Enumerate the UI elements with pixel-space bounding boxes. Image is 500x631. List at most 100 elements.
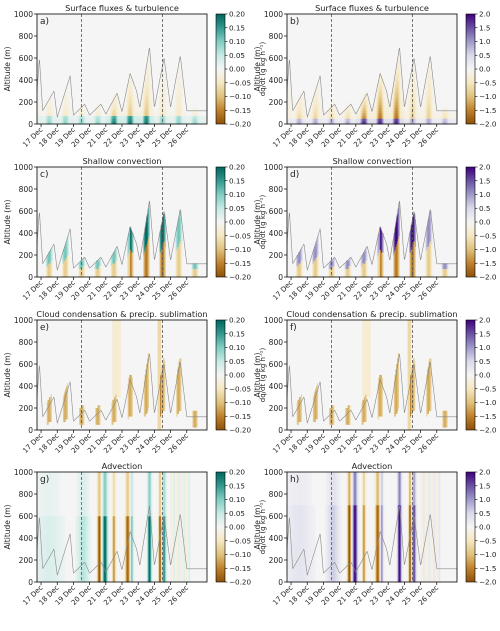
heatmap-cell xyxy=(322,121,324,125)
heatmap-cell xyxy=(144,271,146,275)
heatmap-cell xyxy=(370,115,372,119)
heatmap-cell xyxy=(375,96,377,100)
heatmap-cell xyxy=(177,80,179,84)
heatmap-cell xyxy=(440,118,442,122)
heatmap-cell xyxy=(412,71,414,75)
heatmap-cell xyxy=(73,121,75,125)
heatmap-cell xyxy=(132,244,134,248)
heatmap-cell xyxy=(383,102,385,106)
heatmap-cell xyxy=(144,249,146,253)
heatmap-cell xyxy=(160,107,162,111)
heatmap-cell xyxy=(114,107,116,111)
heatmap-cell xyxy=(291,102,293,106)
heatmap-cell xyxy=(180,222,182,226)
heatmap-cell xyxy=(128,255,130,259)
heatmap-cell xyxy=(66,241,68,245)
heatmap-cell xyxy=(78,118,80,122)
heatmap-cell xyxy=(49,266,52,270)
heatmap-cell xyxy=(305,113,307,117)
heatmap-cell xyxy=(61,110,63,114)
heatmap-cell xyxy=(130,255,132,259)
heatmap-cell xyxy=(178,263,180,267)
heatmap-cell xyxy=(50,110,52,114)
heatmap-cell xyxy=(64,99,66,103)
heatmap-cell xyxy=(177,219,179,223)
heatmap-cell xyxy=(64,252,66,256)
heatmap-cell xyxy=(317,91,319,95)
heatmap-cell xyxy=(130,263,133,267)
heatmap-cell xyxy=(350,113,353,117)
heatmap-cell xyxy=(129,271,131,275)
heatmap-cell xyxy=(301,107,303,111)
heatmap-cell xyxy=(83,121,86,125)
heatmap-cell xyxy=(52,121,54,125)
heatmap-cell xyxy=(109,107,111,111)
heatmap-cell xyxy=(134,115,136,119)
heatmap-cell xyxy=(433,96,435,100)
heatmap-cell xyxy=(159,85,161,89)
heatmap-cell xyxy=(290,104,292,108)
heatmap-cell xyxy=(72,118,74,122)
heatmap-cell xyxy=(179,222,181,226)
heatmap-cell xyxy=(102,115,104,119)
heatmap-cell xyxy=(147,274,149,278)
heatmap-cell xyxy=(66,252,68,256)
heatmap-cell xyxy=(193,110,195,114)
heatmap-cell xyxy=(429,88,431,92)
heatmap-cell xyxy=(433,115,435,119)
heatmap-cell xyxy=(361,102,363,106)
heatmap-cell xyxy=(418,107,420,111)
heatmap-cell xyxy=(168,118,171,122)
heatmap-cell xyxy=(422,115,424,119)
heatmap-cell xyxy=(80,115,82,119)
heatmap-cell xyxy=(299,93,301,97)
heatmap-cell xyxy=(331,110,333,114)
heatmap-cell xyxy=(380,99,382,103)
heatmap-cell xyxy=(180,113,182,117)
heatmap-cell xyxy=(130,249,133,253)
heatmap-cell xyxy=(143,80,145,84)
heatmap-cell xyxy=(319,88,321,92)
heatmap-cell xyxy=(366,107,368,111)
heatmap-cell xyxy=(319,96,321,100)
heatmap-cell xyxy=(180,219,182,223)
heatmap-cell xyxy=(444,118,446,122)
heatmap-cell xyxy=(396,115,398,119)
heatmap-cell xyxy=(113,110,115,114)
heatmap-cell xyxy=(299,102,302,106)
heatmap-cell xyxy=(391,99,393,103)
heatmap-cell xyxy=(376,104,378,108)
heatmap-cell xyxy=(409,96,411,100)
heatmap-cell xyxy=(397,55,399,59)
heatmap-cell xyxy=(164,104,167,108)
heatmap-cell xyxy=(400,74,402,78)
heatmap-cell xyxy=(316,99,319,103)
heatmap-cell xyxy=(150,80,152,84)
heatmap-cell xyxy=(379,71,381,75)
heatmap-cell xyxy=(160,235,162,239)
heatmap-cell xyxy=(157,113,159,117)
heatmap-cell xyxy=(429,63,431,67)
heatmap-cell xyxy=(131,104,133,108)
heatmap-cell xyxy=(148,227,150,231)
heatmap-cell xyxy=(131,252,133,256)
heatmap-cell xyxy=(163,77,165,81)
heatmap-cell xyxy=(440,110,442,114)
heatmap-cell xyxy=(381,115,383,119)
heatmap-cell xyxy=(406,107,408,111)
heatmap-cell xyxy=(287,96,289,100)
heatmap-cell xyxy=(297,96,299,100)
heatmap-cell xyxy=(128,257,130,261)
heatmap-cell xyxy=(169,118,171,122)
heatmap-cell xyxy=(126,96,128,100)
heatmap-cell xyxy=(143,244,145,248)
heatmap-cell xyxy=(414,69,417,73)
heatmap-cell xyxy=(400,96,402,100)
heatmap-cell xyxy=(58,121,60,125)
heatmap-cell xyxy=(427,118,429,122)
heatmap-cell xyxy=(314,118,316,122)
heatmap-cell xyxy=(164,80,167,84)
heatmap-cell xyxy=(44,121,46,125)
heatmap-cell xyxy=(321,113,323,117)
heatmap-cell xyxy=(168,121,171,125)
